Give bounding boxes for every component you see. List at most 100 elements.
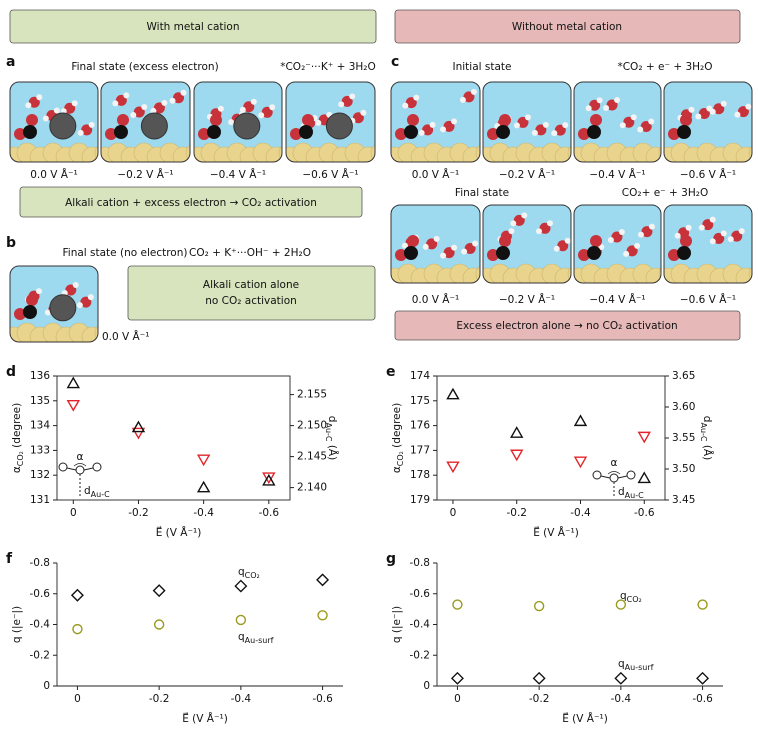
- plot-frame: [436, 375, 666, 501]
- header: With metal cation: [147, 21, 240, 33]
- oxygen: [487, 128, 499, 140]
- gold-atom: [81, 326, 98, 342]
- inset-bond: [83, 467, 94, 471]
- gold-atom: [475, 142, 480, 162]
- y2-tick-label: 2.145: [297, 451, 327, 463]
- point: [614, 671, 628, 685]
- hydrogen: [349, 93, 356, 100]
- hydrogen: [150, 107, 157, 114]
- potential: −0.2 V Å⁻¹: [499, 168, 555, 181]
- header: Without metal cation: [512, 21, 622, 33]
- oxygen: [578, 128, 590, 140]
- oxygen: [117, 114, 129, 126]
- oxygen: [680, 114, 692, 126]
- y-tick-label: 134: [30, 420, 50, 432]
- oxygen: [341, 95, 353, 107]
- annotation-part: Au-surf: [245, 636, 274, 645]
- hydrogen: [619, 122, 626, 129]
- oxygen: [641, 226, 653, 238]
- x-axis-label: E⃗ (V Å⁻¹): [533, 526, 579, 539]
- hydrogen: [648, 223, 655, 230]
- y-tick-label: 178: [410, 469, 430, 481]
- oxygen: [713, 103, 725, 115]
- y-tick-label: 0: [43, 680, 50, 692]
- y2-tick-label: 3.65: [672, 370, 695, 382]
- gold-atom: [554, 267, 571, 283]
- hydrogen: [546, 220, 553, 227]
- y-tick-label: 135: [30, 395, 50, 407]
- hydrogen: [551, 130, 558, 137]
- hydrogen: [338, 101, 345, 108]
- hydrogen: [36, 288, 43, 295]
- hydrogen: [250, 98, 257, 105]
- x-tick-label: -0.6: [692, 693, 713, 705]
- oxygen: [407, 235, 419, 247]
- y-tick-label: 0: [423, 680, 430, 692]
- carbon: [207, 125, 221, 139]
- oxygen: [14, 128, 26, 140]
- carbon: [404, 125, 418, 139]
- snapshot: [286, 82, 375, 162]
- point: [697, 599, 708, 610]
- y-tick-label: 175: [410, 395, 430, 407]
- inset-angle: [607, 471, 621, 475]
- potassium: [325, 112, 353, 140]
- gold-atom: [265, 146, 282, 162]
- annotation-part: CO₂: [627, 595, 642, 604]
- conclusion: Alkali cation + excess electron → CO₂ ac…: [65, 197, 317, 209]
- hydrogen: [738, 228, 745, 235]
- potential: 0.0 V Å⁻¹: [412, 293, 460, 306]
- carbon: [496, 125, 510, 139]
- annotation: qAu-surf: [618, 658, 654, 672]
- point: [446, 461, 460, 474]
- oxygen: [64, 102, 76, 114]
- oxygen: [713, 232, 725, 244]
- hydrogen: [542, 121, 549, 128]
- hydrogen: [459, 96, 466, 103]
- point: [262, 472, 276, 485]
- hydrogen: [141, 103, 148, 110]
- point: [66, 399, 80, 412]
- oxygen: [80, 296, 92, 308]
- point: [510, 449, 524, 462]
- gold-atom: [658, 142, 661, 162]
- gold-atom: [658, 263, 661, 283]
- oxygen: [26, 114, 38, 126]
- inset-atom: [75, 465, 85, 475]
- plot-frame: [56, 375, 291, 501]
- y-axis-label: αCO₂ (degree): [391, 403, 405, 473]
- snapshot-border: [663, 204, 753, 284]
- snapshot: [10, 82, 98, 162]
- oxygen: [422, 124, 434, 136]
- y-axis-label: q (|e⁻|): [11, 606, 23, 643]
- potential: −0.4 V Å⁻¹: [589, 293, 645, 306]
- inset-angle: [73, 463, 87, 467]
- panel-label: c: [391, 54, 399, 70]
- hydrogen: [228, 119, 235, 126]
- annotation: dAu-C: [618, 486, 644, 500]
- oxygen: [702, 219, 714, 231]
- gold-atom: [748, 263, 752, 283]
- oxygen: [499, 114, 511, 126]
- oxygen: [668, 249, 680, 261]
- x-tick-label: -0.6: [259, 507, 280, 519]
- x-axis-label: E⃗ (V Å⁻¹): [182, 712, 228, 725]
- hydrogen: [521, 212, 528, 219]
- y-tick-label: 131: [30, 494, 50, 506]
- snapshot: [664, 82, 752, 162]
- point: [316, 573, 330, 587]
- annotation-part: Au-surf: [625, 663, 654, 672]
- hydrogen: [709, 108, 716, 115]
- hydrogen: [585, 105, 592, 112]
- conclusion: Alkali cation alone: [203, 279, 299, 291]
- point: [234, 579, 248, 593]
- hydrogen: [433, 235, 440, 242]
- oxygen: [26, 294, 38, 306]
- oxygen: [81, 124, 93, 136]
- hydrogen: [685, 224, 692, 231]
- gold-atom: [185, 142, 190, 162]
- hydrogen: [77, 129, 84, 136]
- oxygen: [443, 120, 455, 132]
- inset-bond: [600, 475, 611, 479]
- gold-atom: [645, 146, 661, 162]
